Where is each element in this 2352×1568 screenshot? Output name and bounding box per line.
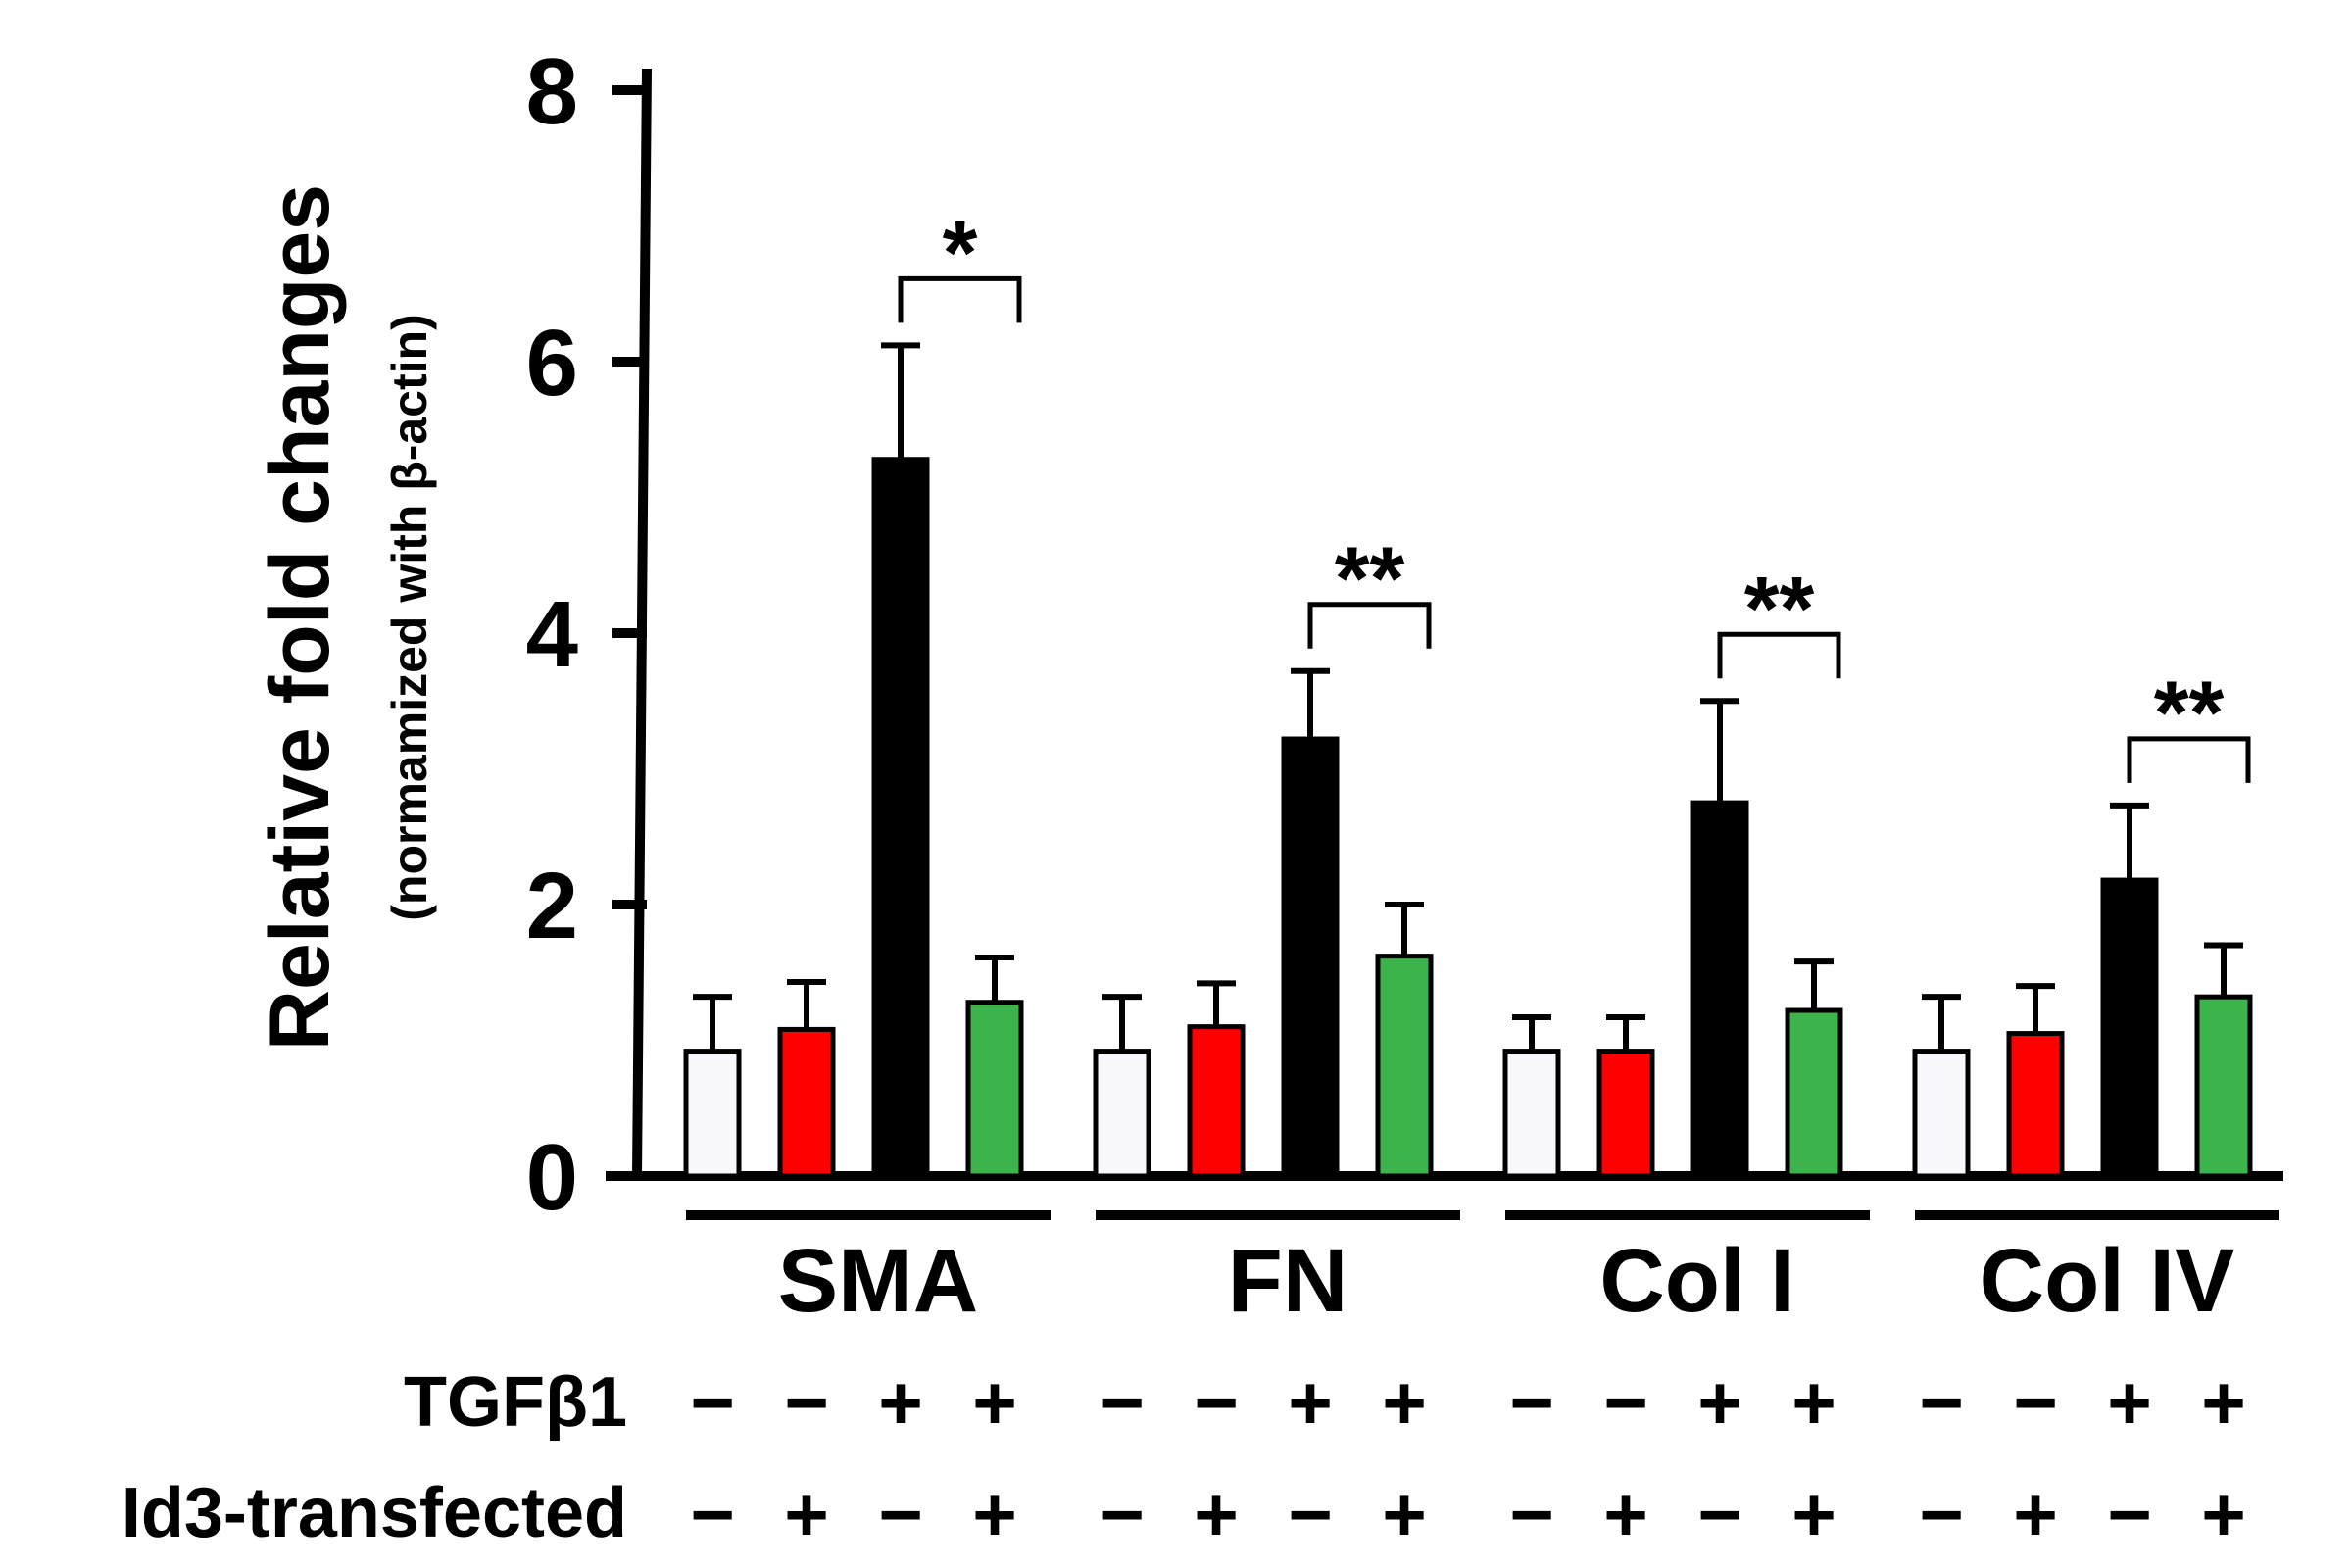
tgf-sign: + [878,1359,923,1446]
bar [2194,994,2253,1179]
group-label: FN [1228,1231,1348,1331]
bar [777,1026,836,1179]
tgf-sign: + [1791,1359,1837,1446]
id3-sign: − [1509,1471,1554,1557]
id3-sign: − [1919,1471,1964,1557]
id3-row-label: Id3-transfected [122,1474,627,1552]
id3-sign: + [784,1471,829,1557]
y-tick-label: 8 [526,39,578,144]
tgf-sign: − [1509,1359,1554,1446]
bar [1912,1049,1971,1179]
y-axis-line [632,68,652,1177]
bar [2006,1031,2065,1179]
bar [1187,1024,1246,1179]
id3-sign: − [1100,1471,1145,1557]
group-labels: SMA FN Col I Col IV [686,1210,2279,1331]
bar [683,1049,742,1179]
significance-bracket [1717,631,1841,679]
id3-sign: + [2013,1471,2058,1557]
tgf-sign: + [2107,1359,2152,1446]
bar [2100,877,2159,1179]
id3-sign: − [1697,1471,1742,1557]
y-axis-sublabel: (normamized with β-actin) [382,314,437,920]
id3-sign: + [1791,1471,1837,1557]
tgf-sign: − [1919,1359,1964,1446]
bar [965,1000,1024,1179]
id3-sign: − [1288,1471,1333,1557]
significance-bracket [898,275,1022,323]
id3-sign: + [972,1471,1017,1557]
tgf-sign: − [690,1359,735,1446]
tgf-sign: − [784,1359,829,1446]
y-ticks: 0 2 4 6 8 [526,39,647,1230]
tgf-sign: + [2201,1359,2246,1446]
significance-bracket [1307,602,1432,649]
significance-label: ** [1335,529,1405,629]
y-tick-label: 6 [526,311,578,416]
significance-label: * [943,203,978,303]
tgf-sign: − [1100,1359,1145,1446]
id3-sign: − [690,1471,735,1557]
group-label: Col IV [1980,1231,2235,1331]
y-tick-label: 4 [526,582,578,687]
y-tick-label: 0 [526,1125,578,1230]
bar [1690,800,1749,1179]
id3-sign: + [1382,1471,1427,1557]
id3-sign: + [1194,1471,1239,1557]
significance-brackets: *** **** [898,203,2251,783]
tgf-sign: + [1697,1359,1742,1446]
id3-sign: + [1603,1471,1648,1557]
y-axis-label: Relative fold changes [253,184,347,1051]
bar [871,457,930,1179]
bar [1596,1049,1655,1179]
bars [683,457,2253,1179]
id3-sign: − [878,1471,923,1557]
bar [1375,954,1434,1179]
significance-label: ** [1744,559,1815,659]
id3-sign: − [2107,1471,2152,1557]
tgf-row-label: TGFβ1 [404,1363,627,1442]
group-label: SMA [778,1231,978,1331]
bar [1502,1049,1561,1179]
bar [1785,1007,1843,1179]
condition-signs: −−−++−++−−−++−++−−−++−++−−−++−++ [690,1359,2246,1557]
bar [1281,736,1340,1179]
group-label: Col I [1599,1231,1794,1331]
y-tick-label: 2 [526,854,578,958]
tgf-sign: − [1194,1359,1239,1446]
tgf-sign: − [1603,1359,1648,1446]
bar [1093,1049,1152,1179]
tgf-sign: + [1382,1359,1427,1446]
significance-label: ** [2154,663,2225,763]
tgf-sign: + [1288,1359,1333,1446]
error-bars [693,342,2243,1052]
tgf-sign: − [2013,1359,2058,1446]
tgf-sign: + [972,1359,1017,1446]
id3-sign: + [2201,1471,2246,1557]
significance-bracket [2127,736,2251,783]
